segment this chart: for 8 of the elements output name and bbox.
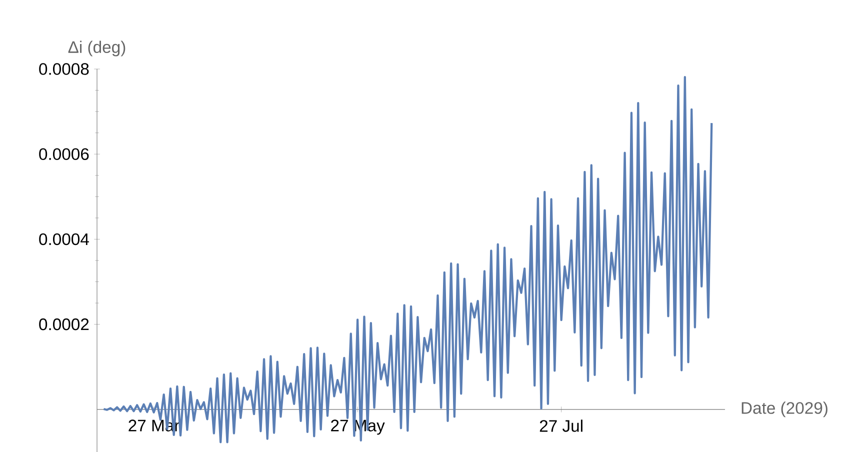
- line-series: [102, 76, 713, 444]
- y-tick-label: 0.0004: [39, 233, 89, 246]
- y-tick-label: 0.0006: [39, 148, 89, 160]
- x-axis-title: Date (2029): [742, 402, 828, 418]
- y-axis-title: Δi (deg): [68, 40, 126, 56]
- x-tick-label: 27 Jul: [540, 420, 582, 432]
- y-tick-label: 0.0008: [39, 63, 89, 75]
- y-tick-label: 0.0002: [39, 318, 89, 330]
